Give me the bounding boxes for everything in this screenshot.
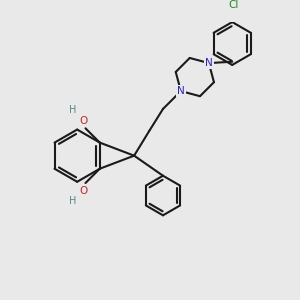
Text: H: H: [69, 196, 77, 206]
Text: O: O: [79, 116, 87, 126]
Text: N: N: [205, 58, 213, 68]
Text: H: H: [69, 106, 77, 116]
Text: O: O: [79, 186, 87, 196]
Text: N: N: [177, 86, 185, 96]
Text: Cl: Cl: [228, 0, 239, 10]
